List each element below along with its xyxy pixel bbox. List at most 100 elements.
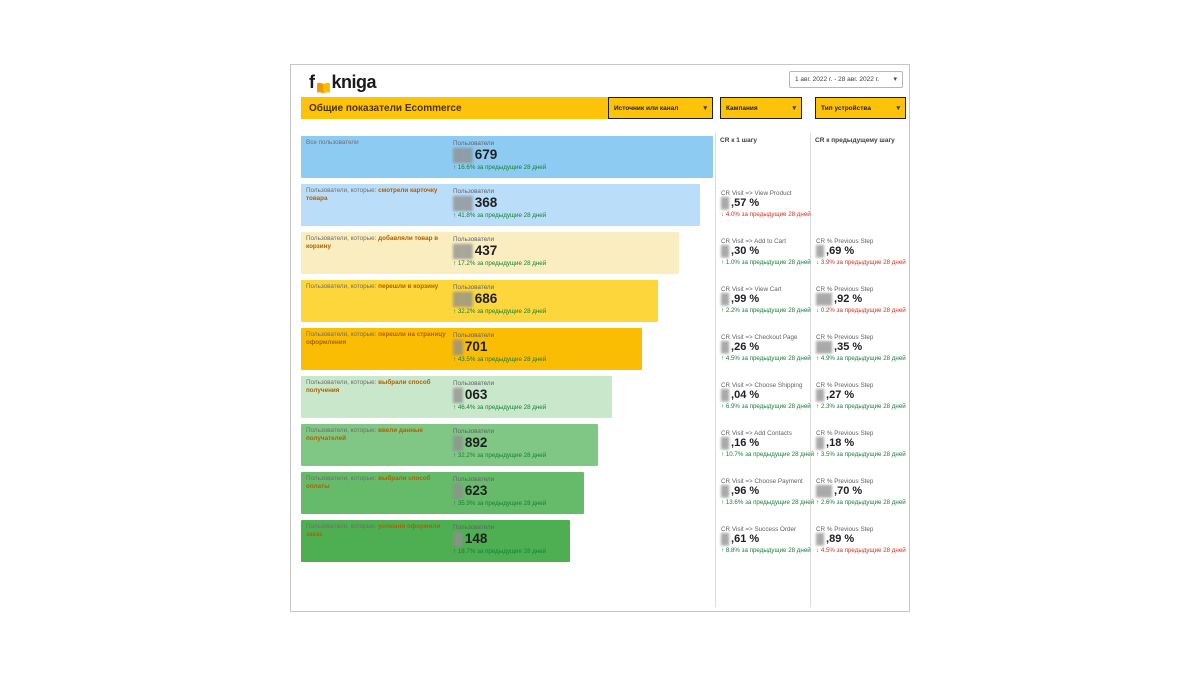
funnel-row-label-action: смотрели карточку товара: [306, 187, 438, 202]
funnel-row-label-prefix: Пользователи, которые:: [306, 235, 379, 242]
filter-source-channel[interactable]: Источник или канал ▾: [608, 97, 713, 119]
metric-value: ▓ ,69 %: [816, 245, 855, 257]
redacted-digits: ▓: [453, 435, 463, 450]
metric-value: ▓ 892: [453, 435, 488, 450]
filter-campaign[interactable]: Кампания ▾: [720, 97, 802, 119]
metric-label: Пользователи: [453, 284, 495, 291]
metric-label: CR % Previous Step: [816, 430, 874, 437]
metric-delta: ↑ 2.2% за предыдущие 28 дней: [721, 306, 811, 314]
metric-delta: ↑ 43.5% за предыдущие 28 дней: [453, 355, 547, 363]
metric-value: ▓▓ 686: [453, 291, 498, 306]
funnel-row-label-action: успешно оформили заказ: [306, 523, 441, 538]
redacted-digits: ▓▓: [453, 243, 473, 258]
redacted-digits: ▓: [816, 437, 825, 449]
funnel-row-label-action: перешли в корзину: [378, 283, 439, 290]
metric-label: CR % Previous Step: [816, 286, 874, 293]
users-metric: Пользователи ▓ 148 ↑ 18.7% за предыдущие …: [453, 524, 603, 555]
metric-value: ▓ ,04 %: [721, 389, 760, 401]
metric-label: CR Visit => Success Order: [721, 526, 797, 533]
redacted-digits: ▓: [816, 245, 825, 257]
users-metric: Пользователи ▓▓ 679 ↑ 16.6% за предыдущие…: [453, 140, 603, 171]
metric-label: CR % Previous Step: [816, 478, 874, 485]
metric-value: ▓ ,89 %: [816, 533, 855, 545]
cr-first-metric: CR Visit => Checkout Page ▓ ,26 % ↑ 4.5% …: [721, 334, 813, 362]
date-range-picker[interactable]: 1 авг. 2022 г. - 28 авг. 2022 г. ▾: [789, 71, 903, 88]
metric-value: ▓▓ ,35 %: [816, 341, 863, 353]
funnel-bar[interactable]: Пользователи, которые: смотрели карточку…: [301, 184, 700, 226]
redacted-digits: ▓: [721, 293, 730, 305]
metric-delta: ↑ 17.2% за предыдущие 28 дней: [453, 259, 547, 267]
metric-value: ▓ ,26 %: [721, 341, 760, 353]
metric-label: CR % Previous Step: [816, 526, 874, 533]
metric-label: CR Visit => Add Contacts: [721, 430, 792, 437]
filter-label: Источник или канал: [614, 104, 679, 112]
funnel-bar[interactable]: Пользователи, которые: перешли на страни…: [301, 328, 642, 370]
dashboard-card: f kniga 1 авг. 2022 г. - 28 авг. 2022 г.…: [290, 64, 910, 612]
funnel-row: Пользователи, которые: выбрали способ оп…: [301, 472, 907, 514]
metric-delta: ↑ 2.6% за предыдущие 28 дней: [816, 498, 906, 506]
funnel-row-label-prefix: Пользователи, которые:: [306, 379, 379, 386]
funnel-row-label-prefix: Пользователи, которые:: [306, 187, 379, 194]
cr-first-metric: CR Visit => Add Contacts ▓ ,16 % ↑ 10.7% …: [721, 430, 814, 458]
column-divider: [810, 133, 811, 607]
users-metric: Пользователи ▓▓ 686 ↑ 32.2% за предыдущие…: [453, 284, 603, 315]
redacted-digits: ▓: [721, 437, 730, 449]
funnel-row: Пользователи, которые: ввели данные полу…: [301, 424, 907, 466]
redacted-digits: ▓: [816, 389, 825, 401]
metric-label: Пользователи: [453, 332, 495, 339]
funnel-row-label: Пользователи, которые: ввели данные полу…: [306, 427, 448, 442]
funnel-bar[interactable]: Пользователи, которые: выбрали способ оп…: [301, 472, 584, 514]
funnel-row-label: Все пользователи: [306, 139, 359, 147]
metric-delta: ↑ 16.6% за предыдущие 28 дней: [453, 163, 547, 171]
metric-delta: ↑ 4.9% за предыдущие 28 дней: [816, 354, 906, 362]
users-metric: Пользователи ▓ 623 ↑ 35.9% за предыдущие …: [453, 476, 603, 507]
chevron-down-icon: ▾: [703, 104, 707, 112]
funnel-bar[interactable]: Пользователи, которые: успешно оформили …: [301, 520, 570, 562]
redacted-digits: ▓: [721, 533, 730, 545]
metric-label: CR % Previous Step: [816, 238, 874, 245]
redacted-digits: ▓▓: [816, 485, 833, 497]
funnel-row-label-action: ввели данные получателей: [306, 427, 423, 442]
logo: f kniga: [309, 72, 377, 94]
funnel-row-label-action: перешли на страницу оформления: [306, 331, 446, 346]
funnel-row-label-prefix: Все пользователи: [306, 139, 359, 146]
metric-delta: ↑ 1.0% за предыдущие 28 дней: [721, 258, 811, 266]
funnel-row-label-prefix: Пользователи, которые:: [306, 475, 379, 482]
redacted-digits: ▓: [453, 531, 463, 546]
funnel-bar[interactable]: Все пользователи Пользователи ▓▓ 679 ↑ 16…: [301, 136, 713, 178]
funnel-row: Пользователи, которые: перешли на страни…: [301, 328, 907, 370]
open-book-icon: [316, 79, 331, 94]
chevron-down-icon: ▾: [896, 104, 900, 112]
metric-value: ▓ ,27 %: [816, 389, 855, 401]
cr-prev-metric: CR % Previous Step ▓▓ ,92 % ↓ 0.2% за пре…: [816, 286, 911, 314]
metric-value: ▓ ,96 %: [721, 485, 760, 497]
metric-delta: ↑ 32.2% за предыдущие 28 дней: [453, 307, 547, 315]
redacted-digits: ▓: [453, 387, 463, 402]
funnel-row-label: Пользователи, которые: добавляли товар в…: [306, 235, 448, 250]
column-divider: [715, 133, 716, 607]
funnel-row-label: Пользователи, которые: выбрали способ оп…: [306, 475, 448, 490]
filter-label: Кампания: [726, 104, 758, 112]
users-metric: Пользователи ▓ 701 ↑ 43.5% за предыдущие …: [453, 332, 603, 363]
metric-delta: ↓ 4.0% за предыдущие 28 дней: [721, 210, 811, 218]
filter-device-type[interactable]: Тип устройства ▾: [815, 97, 906, 119]
redacted-digits: ▓: [721, 197, 730, 209]
funnel-row-label: Пользователи, которые: выбрали способ по…: [306, 379, 448, 394]
metric-value: ▓ 701: [453, 339, 488, 354]
metric-delta: ↑ 41.8% за предыдущие 28 дней: [453, 211, 547, 219]
metric-delta: ↑ 4.5% за предыдущие 28 дней: [721, 354, 811, 362]
metric-delta: ↑ 35.9% за предыдущие 28 дней: [453, 499, 547, 507]
funnel-bar[interactable]: Пользователи, которые: ввели данные полу…: [301, 424, 598, 466]
funnel-bar[interactable]: Пользователи, которые: перешли в корзину…: [301, 280, 658, 322]
filter-label: Тип устройства: [821, 104, 871, 112]
column-header-cr-first: CR к 1 шагу: [720, 137, 758, 144]
funnel-row: Пользователи, которые: добавляли товар в…: [301, 232, 907, 274]
funnel-row: Все пользователи Пользователи ▓▓ 679 ↑ 16…: [301, 136, 907, 178]
users-metric: Пользователи ▓▓ 437 ↑ 17.2% за предыдущие…: [453, 236, 603, 267]
funnel-bar[interactable]: Пользователи, которые: выбрали способ по…: [301, 376, 612, 418]
funnel-row-label-prefix: Пользователи, которые:: [306, 331, 379, 338]
metric-value: ▓ ,99 %: [721, 293, 760, 305]
funnel-bar[interactable]: Пользователи, которые: добавляли товар в…: [301, 232, 679, 274]
cr-prev-metric: CR % Previous Step ▓ ,18 % ↑ 3.5% за пред…: [816, 430, 911, 458]
redacted-digits: ▓: [721, 245, 730, 257]
